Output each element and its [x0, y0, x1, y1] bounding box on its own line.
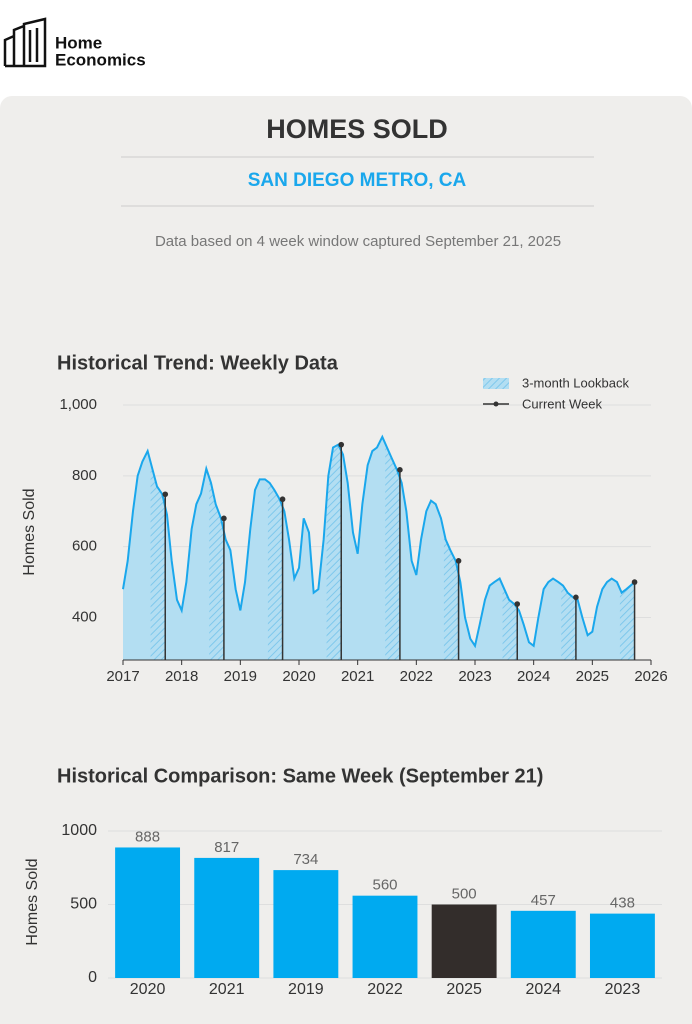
current-week-dot	[514, 601, 521, 607]
chart-title: Historical Comparison: Same Week (Septem…	[57, 765, 543, 787]
y-tick-label: 800	[72, 467, 97, 484]
data-label: 457	[531, 892, 556, 909]
legend-label: Current Week	[522, 396, 602, 411]
x-tick-label: 2020	[130, 981, 166, 998]
current-week-dot	[631, 579, 638, 585]
current-week-dot	[338, 441, 345, 448]
note: Data based on 4 week window captured Sep…	[155, 233, 561, 250]
x-tick-label: 2019	[224, 668, 257, 685]
x-tick-label: 2026	[634, 668, 667, 685]
data-label: 500	[452, 885, 477, 902]
bar	[589, 913, 655, 978]
y-tick-label: 400	[72, 608, 97, 625]
current-week-dot	[279, 496, 286, 503]
y-tick-label: 600	[72, 538, 97, 555]
current-week-dot	[221, 515, 227, 522]
bar	[273, 870, 339, 978]
data-label: 438	[610, 895, 635, 912]
x-tick-label: 2023	[605, 981, 641, 998]
current-week-dot	[397, 467, 403, 473]
subtitle: SAN DIEGO METRO, CA	[248, 170, 467, 191]
lookback-window	[326, 436, 342, 660]
y-tick-label: 1,000	[59, 396, 97, 413]
current-week-dot	[162, 491, 169, 498]
x-tick-label: 2024	[525, 981, 561, 998]
x-tick-label: 2022	[400, 668, 433, 685]
y-axis-label: Homes Sold	[24, 858, 41, 945]
bar	[352, 895, 418, 978]
data-label: 560	[372, 877, 397, 894]
bar	[510, 910, 576, 978]
brand: Home	[55, 33, 102, 52]
x-tick-label: 2025	[446, 981, 482, 998]
legend-swatch	[493, 401, 499, 407]
x-tick-label: 2019	[288, 981, 324, 998]
x-tick-label: 2020	[282, 668, 315, 685]
brand: Economics	[55, 50, 146, 69]
x-tick-label: 2024	[517, 668, 550, 685]
x-tick-label: 2022	[367, 981, 403, 998]
bar	[194, 857, 260, 978]
x-tick-label: 2021	[341, 668, 374, 685]
y-tick-label: 1000	[61, 822, 97, 839]
trend-chart: Historical Trend: Weekly Data Homes Sold 4…	[21, 352, 667, 685]
x-tick-label: 2023	[458, 668, 491, 685]
y-tick-label: 500	[70, 896, 97, 913]
legend-swatch	[483, 378, 509, 389]
x-tick-label: 2025	[576, 668, 609, 685]
data-label: 888	[135, 828, 160, 845]
lookback-window	[385, 436, 400, 660]
page-title: HOMES SOLD	[266, 114, 448, 144]
data-label: 817	[214, 839, 239, 856]
current-week-dot	[573, 594, 579, 601]
legend-label: 3-month Lookback	[522, 375, 629, 390]
logo	[3, 17, 47, 68]
bar	[431, 904, 497, 978]
x-tick-label: 2017	[106, 668, 139, 685]
chart-title: Historical Trend: Weekly Data	[57, 352, 339, 374]
x-tick-label: 2021	[209, 981, 245, 998]
comparison-chart: Historical Comparison: Same Week (Septem…	[24, 765, 662, 998]
line	[122, 434, 636, 649]
current-week-dot	[455, 558, 462, 564]
y-tick-label: 0	[88, 969, 97, 986]
data-label: 734	[293, 851, 318, 868]
y-axis-label: Homes Sold	[21, 488, 38, 575]
x-tick-label: 2018	[165, 668, 198, 685]
bar	[115, 847, 181, 978]
